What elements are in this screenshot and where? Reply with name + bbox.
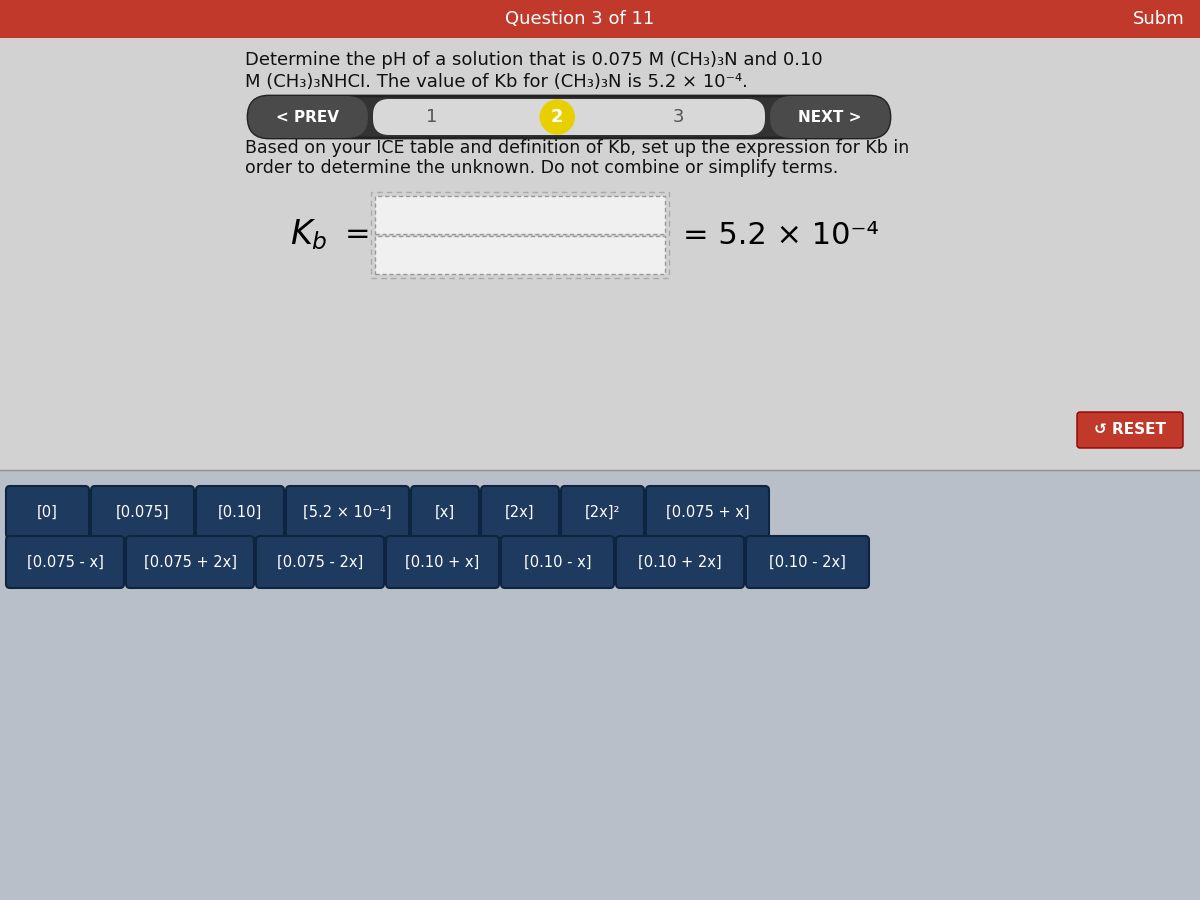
FancyBboxPatch shape bbox=[6, 486, 89, 538]
FancyBboxPatch shape bbox=[248, 96, 890, 138]
FancyBboxPatch shape bbox=[91, 486, 194, 538]
Text: = 5.2 × 10⁻⁴: = 5.2 × 10⁻⁴ bbox=[683, 220, 878, 249]
FancyBboxPatch shape bbox=[6, 536, 124, 588]
FancyBboxPatch shape bbox=[126, 536, 254, 588]
Text: [2x]: [2x] bbox=[505, 505, 535, 519]
Text: M (CH₃)₃NHCI. The value of Kb for (CH₃)₃N is 5.2 × 10⁻⁴.: M (CH₃)₃NHCI. The value of Kb for (CH₃)₃… bbox=[245, 73, 748, 91]
Circle shape bbox=[540, 100, 575, 134]
Text: [0.075 + 2x]: [0.075 + 2x] bbox=[144, 554, 236, 570]
Text: [5.2 × 10⁻⁴]: [5.2 × 10⁻⁴] bbox=[304, 505, 391, 519]
Text: [0.10 + 2x]: [0.10 + 2x] bbox=[638, 554, 722, 570]
Text: [x]: [x] bbox=[434, 505, 455, 519]
FancyBboxPatch shape bbox=[0, 0, 1200, 862]
FancyBboxPatch shape bbox=[481, 486, 559, 538]
Text: order to determine the unknown. Do not combine or simplify terms.: order to determine the unknown. Do not c… bbox=[245, 159, 839, 177]
Text: $K_b$: $K_b$ bbox=[290, 218, 328, 252]
Text: NEXT >: NEXT > bbox=[798, 110, 862, 124]
FancyBboxPatch shape bbox=[0, 0, 1200, 38]
Text: Based on your ICE table and definition of Kb, set up the expression for Kb in: Based on your ICE table and definition o… bbox=[245, 139, 910, 157]
Text: =: = bbox=[346, 220, 371, 249]
Text: [0.075 - 2x]: [0.075 - 2x] bbox=[277, 554, 364, 570]
FancyBboxPatch shape bbox=[0, 470, 1200, 900]
Text: < PREV: < PREV bbox=[276, 110, 340, 124]
Text: [0.10 + x]: [0.10 + x] bbox=[406, 554, 480, 570]
Text: ↺ RESET: ↺ RESET bbox=[1094, 422, 1166, 437]
FancyBboxPatch shape bbox=[373, 99, 766, 135]
FancyBboxPatch shape bbox=[746, 536, 869, 588]
FancyBboxPatch shape bbox=[562, 486, 644, 538]
FancyBboxPatch shape bbox=[386, 536, 499, 588]
Text: Question 3 of 11: Question 3 of 11 bbox=[505, 10, 655, 28]
FancyBboxPatch shape bbox=[196, 486, 284, 538]
Text: [2x]²: [2x]² bbox=[584, 505, 620, 519]
Text: [0.10 - 2x]: [0.10 - 2x] bbox=[769, 554, 846, 570]
FancyBboxPatch shape bbox=[616, 536, 744, 588]
FancyBboxPatch shape bbox=[770, 96, 890, 138]
FancyBboxPatch shape bbox=[286, 486, 409, 538]
Text: [0.075 - x]: [0.075 - x] bbox=[26, 554, 103, 570]
Text: Determine the pH of a solution that is 0.075 M (CH₃)₃N and 0.10: Determine the pH of a solution that is 0… bbox=[245, 51, 823, 69]
FancyBboxPatch shape bbox=[502, 536, 614, 588]
Text: [0.10 - x]: [0.10 - x] bbox=[523, 554, 592, 570]
Text: [0.075]: [0.075] bbox=[115, 505, 169, 519]
Text: 1: 1 bbox=[426, 108, 438, 126]
FancyBboxPatch shape bbox=[248, 96, 368, 138]
FancyBboxPatch shape bbox=[646, 486, 769, 538]
FancyBboxPatch shape bbox=[256, 536, 384, 588]
FancyBboxPatch shape bbox=[410, 486, 479, 538]
Text: [0.10]: [0.10] bbox=[218, 505, 262, 519]
Text: 3: 3 bbox=[673, 108, 684, 126]
Text: Subm: Subm bbox=[1133, 10, 1186, 28]
FancyBboxPatch shape bbox=[374, 236, 665, 274]
Text: [0]: [0] bbox=[37, 505, 58, 519]
Text: [0.075 + x]: [0.075 + x] bbox=[666, 505, 749, 519]
FancyBboxPatch shape bbox=[374, 196, 665, 234]
FancyBboxPatch shape bbox=[1078, 412, 1183, 448]
Text: 2: 2 bbox=[551, 108, 564, 126]
